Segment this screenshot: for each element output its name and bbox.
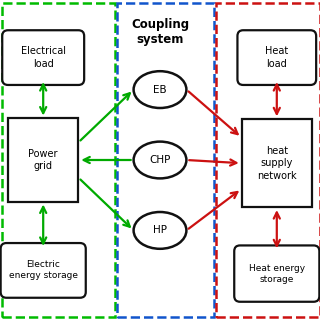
Text: Electric
energy storage: Electric energy storage (9, 260, 78, 280)
Ellipse shape (134, 71, 186, 108)
FancyBboxPatch shape (1, 243, 86, 298)
Bar (8, 118, 78, 202)
Text: Heat energy
storage: Heat energy storage (249, 264, 305, 284)
FancyBboxPatch shape (234, 245, 319, 302)
Ellipse shape (134, 212, 186, 249)
Text: Heat
load: Heat load (265, 46, 288, 69)
Text: heat
supply
network: heat supply network (257, 146, 297, 180)
Bar (2, 3, 115, 317)
Bar (242, 119, 312, 207)
Text: Electrical
load: Electrical load (21, 46, 66, 69)
Text: CHP: CHP (149, 155, 171, 165)
Text: EB: EB (153, 84, 167, 95)
Text: Power
grid: Power grid (28, 149, 58, 171)
FancyBboxPatch shape (237, 30, 316, 85)
Bar (216, 3, 320, 317)
Bar (117, 3, 214, 317)
FancyBboxPatch shape (2, 30, 84, 85)
Ellipse shape (134, 141, 186, 179)
Text: Coupling
system: Coupling system (131, 18, 189, 46)
Text: HP: HP (153, 225, 167, 236)
